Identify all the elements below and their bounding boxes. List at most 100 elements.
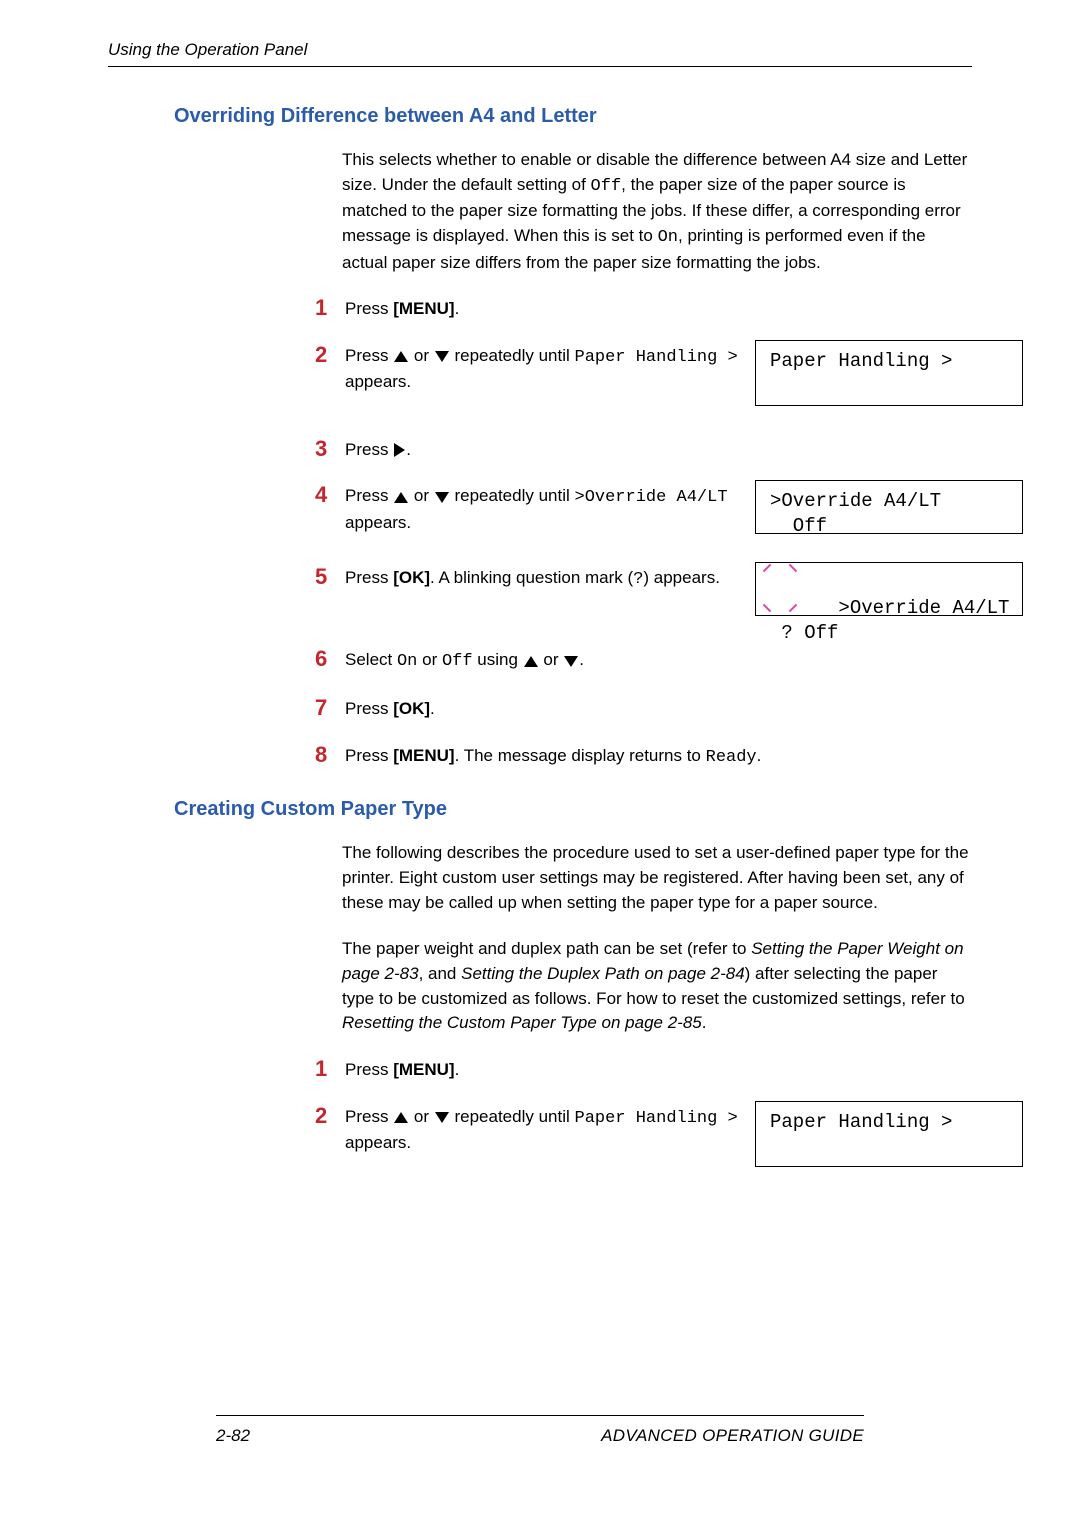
- blink-ray-icon: [789, 604, 797, 612]
- text: or: [409, 346, 434, 365]
- step-number: 3: [315, 436, 327, 462]
- step-6: 6 Select On or Off using or .: [318, 648, 972, 675]
- step-number: 2: [315, 1103, 327, 1129]
- s2-step-2: 2 Press or repeatedly until Paper Handli…: [318, 1105, 972, 1177]
- step-number: 8: [315, 742, 327, 768]
- blink-ray-icon: [789, 564, 797, 572]
- step-text: Press [MENU].: [345, 297, 750, 322]
- text: appears.: [345, 372, 411, 391]
- down-icon: [435, 351, 449, 362]
- step-text: Press or repeatedly until Paper Handling…: [345, 344, 750, 395]
- code-paper-handling: Paper Handling >: [575, 348, 738, 367]
- running-header: Using the Operation Panel: [108, 40, 307, 59]
- step-number: 6: [315, 646, 327, 672]
- code-override: >Override A4/LT: [575, 488, 728, 507]
- step-1: 1 Press [MENU].: [318, 297, 972, 322]
- text: Press: [345, 486, 393, 505]
- text: Press: [345, 699, 393, 718]
- step-number: 1: [315, 295, 327, 321]
- text: .: [455, 1060, 460, 1079]
- text: Press: [345, 299, 393, 318]
- text: or: [409, 486, 434, 505]
- xref-reset-custom: Resetting the Custom Paper Type on page …: [342, 1013, 702, 1032]
- step-number: 7: [315, 695, 327, 721]
- footer-title: ADVANCED OPERATION GUIDE: [601, 1426, 864, 1446]
- text: Select: [345, 650, 397, 669]
- text: using: [473, 650, 523, 669]
- text: or: [409, 1107, 434, 1126]
- key-menu: [MENU]: [393, 299, 454, 318]
- page-footer: 2-82 ADVANCED OPERATION GUIDE: [216, 1415, 864, 1446]
- text: or: [417, 650, 442, 669]
- step-8: 8 Press [MENU]. The message display retu…: [318, 744, 972, 771]
- heading-custom-paper-type: Creating Custom Paper Type: [174, 798, 972, 821]
- up-icon: [394, 351, 408, 362]
- key-ok: [OK]: [393, 568, 430, 587]
- text: . The message display returns to: [455, 746, 706, 765]
- text: appears.: [345, 513, 411, 532]
- code-off: Off: [442, 652, 473, 671]
- step-text: Press [MENU]. The message display return…: [345, 744, 945, 771]
- page-number: 2-82: [216, 1426, 250, 1446]
- s2-para2: The paper weight and duplex path can be …: [342, 937, 972, 1036]
- text: ) appears.: [643, 568, 720, 587]
- step-5: 5 Press [OK]. A blinking question mark (…: [318, 566, 972, 626]
- step-text: Press or repeatedly until Paper Handling…: [345, 1105, 750, 1156]
- text: . A blinking question mark (: [430, 568, 633, 587]
- text: .: [430, 699, 435, 718]
- xref-duplex-path: Setting the Duplex Path on page 2-84: [461, 964, 745, 983]
- step-3: 3 Press .: [318, 438, 972, 463]
- step-text: Press [MENU].: [345, 1058, 750, 1083]
- blink-ray-icon: [763, 564, 771, 572]
- step-text: Press or repeatedly until >Override A4/L…: [345, 484, 750, 535]
- text: .: [579, 650, 584, 669]
- step-text: Press [OK].: [345, 697, 750, 722]
- text: , and: [419, 964, 462, 983]
- key-menu: [MENU]: [393, 1060, 454, 1079]
- step-number: 1: [315, 1056, 327, 1082]
- text: Press: [345, 746, 393, 765]
- blink-ray-icon: [763, 604, 771, 612]
- step-7: 7 Press [OK].: [318, 697, 972, 722]
- heading-override-a4-letter: Overriding Difference between A4 and Let…: [174, 105, 972, 128]
- key-menu: [MENU]: [393, 746, 454, 765]
- lcd-display-paper-handling: Paper Handling >: [755, 340, 1023, 406]
- step-text: Press .: [345, 438, 750, 463]
- lcd-display-paper-handling-2: Paper Handling >: [755, 1101, 1023, 1167]
- s2-step-1: 1 Press [MENU].: [318, 1058, 972, 1083]
- text: .: [702, 1013, 707, 1032]
- intro-paragraph: This selects whether to enable or disabl…: [342, 148, 972, 275]
- right-icon: [394, 443, 405, 457]
- step-number: 5: [315, 564, 327, 590]
- text: repeatedly until: [450, 486, 575, 505]
- text: Press: [345, 346, 393, 365]
- text: .: [455, 299, 460, 318]
- text: Press: [345, 1060, 393, 1079]
- lcd-display-override-off: >Override A4/LT Off: [755, 480, 1023, 534]
- text: or: [539, 650, 564, 669]
- text: appears.: [345, 1133, 411, 1152]
- step-number: 2: [315, 342, 327, 368]
- s2-para1: The following describes the procedure us…: [342, 841, 972, 915]
- down-icon: [435, 1112, 449, 1123]
- text: repeatedly until: [450, 346, 575, 365]
- key-ok: [OK]: [393, 699, 430, 718]
- text: .: [757, 746, 762, 765]
- display-text: >Override A4/LT ? Off: [770, 597, 1009, 644]
- step-2: 2 Press or repeatedly until Paper Handli…: [318, 344, 972, 416]
- code-on: On: [397, 652, 417, 671]
- intro-c2: On: [658, 228, 678, 247]
- text: repeatedly until: [450, 1107, 575, 1126]
- code-q: ?: [633, 570, 643, 589]
- text: Press: [345, 1107, 393, 1126]
- step-4: 4 Press or repeatedly until >Override A4…: [318, 484, 972, 544]
- up-icon: [394, 1112, 408, 1123]
- code-paper-handling: Paper Handling >: [575, 1109, 738, 1128]
- step-text: Press [OK]. A blinking question mark (?)…: [345, 566, 750, 593]
- step-text: Select On or Off using or .: [345, 648, 750, 675]
- code-ready: Ready: [706, 748, 757, 767]
- page: Using the Operation Panel Overriding Dif…: [108, 40, 972, 1488]
- down-icon: [435, 492, 449, 503]
- text: .: [406, 440, 411, 459]
- up-icon: [524, 656, 538, 667]
